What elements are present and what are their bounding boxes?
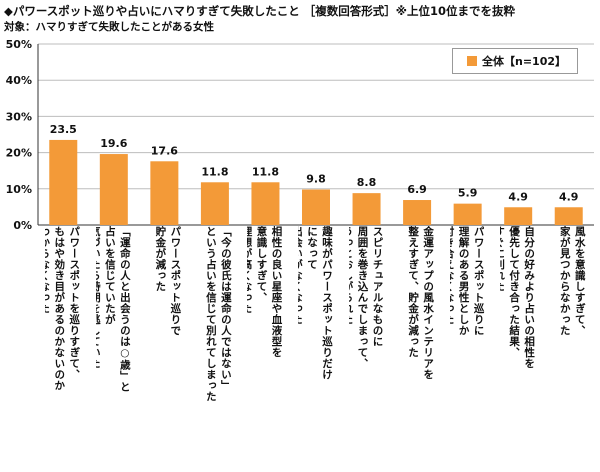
x-tick-label: パワースポット巡りで 貯金が減った [154,226,182,336]
x-tick-label: パワースポット巡りに 理解のある男性としか 付き合えなくなった [449,226,485,336]
data-label: 11.8 [201,165,228,178]
y-tick-label: 0% [13,219,32,232]
y-tick-label: 40% [6,74,32,87]
x-tick-label: 金運アップの風水インテリアを 整えすぎて、貯金が減った [407,226,435,380]
x-tick-label: パワースポットを巡りすぎて、 もはや効き目があるのかないのか わからなくなった [45,226,81,391]
data-label: 23.5 [50,123,77,136]
bar [453,203,482,225]
data-label: 6.9 [407,183,427,196]
bar [554,207,583,225]
x-tick-label: 風水を意識しすぎて、 家が見つからなかった [558,226,586,336]
bar [200,182,229,225]
bar [150,161,179,225]
x-tick-label: 自分の好みより占いの相性を 優先して付き合った結果、 すぐに別れた [500,226,536,369]
x-tick-label: 「運命の人と出会うのは○歳」と 占いを信じていたが 気づいたら時期を逃していた [95,226,131,393]
y-tick-label: 30% [6,110,32,123]
bar [251,182,280,225]
data-label: 11.8 [252,165,279,178]
bar [403,200,432,225]
bar [504,207,533,225]
y-tick-label: 10% [6,183,32,196]
data-label: 4.9 [508,190,528,203]
bar [302,189,330,225]
chart-subtitle: 対象：ハマりすぎて失敗したことがある女性 [4,21,214,33]
data-label: 9.8 [306,173,326,186]
x-tick-label: スピリチュアルなものに 周囲を巻き込んでしまって、 うっとおしがられた [348,226,384,369]
y-tick-label: 20% [6,147,32,160]
bar [49,139,78,225]
data-label: 17.6 [151,144,178,157]
bar [352,193,381,225]
data-label: 5.9 [458,187,478,200]
x-tick-label: 「今の彼氏は運命の人ではない」 という占いを信じて別れてしまった [204,226,232,402]
legend-swatch [467,56,477,66]
data-label: 19.6 [100,137,127,150]
y-tick-label: 50% [6,38,32,51]
legend: 全体【n=102】 [452,48,578,74]
legend-label: 全体【n=102】 [482,55,567,68]
chart-title: ◆パワースポット巡りや占いにハマりすぎて失敗したこと ［複数回答形式］※上位10… [4,4,515,18]
x-tick-label: 相性の良い星座や血液型を 意識しすぎて、 理想が高くなった [247,226,283,358]
x-tick-label: 趣味がパワースポット巡りだけ になって 出会いがなくなった [298,226,333,380]
bar [99,154,128,225]
data-label: 8.8 [357,176,377,189]
data-label: 4.9 [559,190,579,203]
